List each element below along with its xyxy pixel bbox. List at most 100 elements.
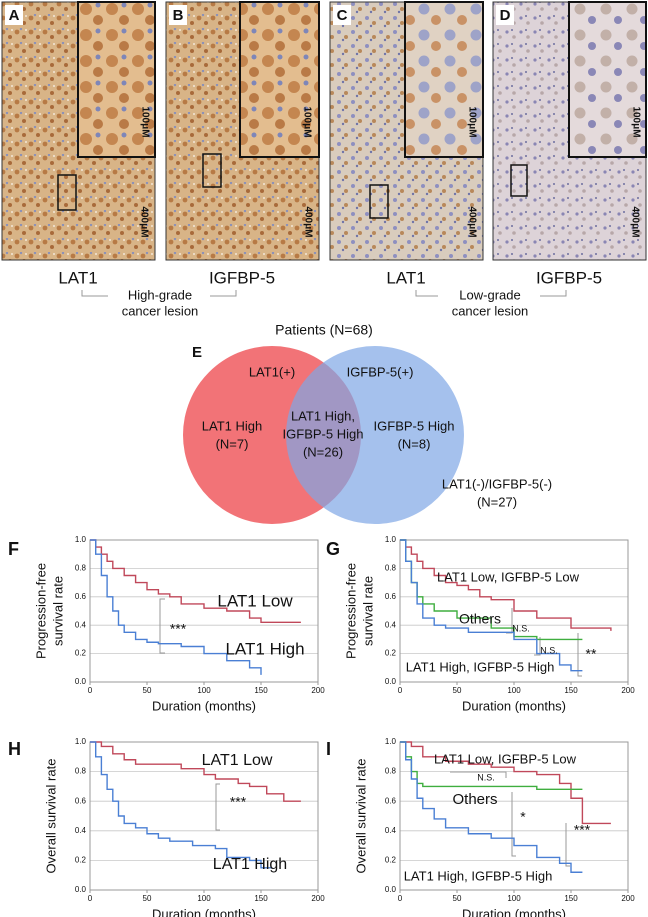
marker-label: IGFBP-5 (209, 268, 275, 287)
venn-text: LAT1 High, (291, 408, 355, 423)
scale-label: 400μM (466, 206, 477, 237)
venn-text: LAT1 High (202, 418, 262, 433)
y-axis-label: Progression-free (33, 563, 48, 659)
panel-letter: A (9, 7, 20, 24)
panel-letter: F (8, 539, 19, 559)
y-tick-label: 0.4 (385, 620, 397, 629)
marker-label: IGFBP-5 (536, 268, 602, 287)
group-bracket (415, 290, 567, 297)
x-tick-label: 200 (621, 894, 635, 903)
group-bracket (81, 290, 237, 297)
significance-bracket (534, 637, 541, 656)
series-label: Others (452, 791, 497, 808)
significance-label: N.S. (512, 623, 530, 633)
significance-label: *** (170, 621, 187, 637)
plot-frame (89, 539, 319, 683)
venn-text: (N=26) (303, 444, 343, 459)
venn-text: IGFBP-5 High (374, 418, 455, 433)
y-tick-label: 0.4 (75, 620, 87, 629)
y-tick-label: 0.8 (75, 564, 87, 573)
inset (404, 1, 484, 158)
letter-bg (333, 5, 351, 25)
y-axis-label: Progression-free (343, 563, 358, 659)
x-tick-label: 200 (621, 686, 635, 695)
venn-text: E (192, 344, 202, 361)
inset-region (369, 184, 389, 219)
y-tick-label: 0.0 (75, 677, 87, 686)
scale-label: 400μM (302, 206, 313, 237)
venn-text: (N=7) (216, 436, 249, 451)
series-label: LAT1 Low, IGFBP-5 Low (437, 569, 580, 584)
x-axis-label: Duration (months) (462, 698, 566, 713)
y-tick-label: 1.0 (75, 535, 87, 544)
significance-label: * (520, 809, 526, 825)
inset (568, 1, 647, 158)
y-tick-label: 0.0 (385, 677, 397, 686)
venn-text: LAT1(-)/IGFBP-5(-) (442, 476, 552, 491)
x-tick-label: 100 (507, 894, 521, 903)
letter-bg (5, 5, 23, 25)
significance-bracket (565, 823, 570, 867)
series-label: LAT1 High, IGFBP-5 High (406, 659, 555, 674)
plot-frame (399, 741, 629, 891)
x-tick-label: 50 (143, 894, 152, 903)
x-tick-label: 100 (197, 894, 211, 903)
group-label: cancer lesion (122, 303, 199, 318)
y-tick-label: 0.8 (385, 767, 397, 776)
y-axis-label: Overall survival rate (353, 759, 368, 874)
series-label: LAT1 Low (217, 591, 293, 610)
significance-bracket (506, 608, 513, 634)
panel-letter: D (500, 7, 511, 24)
survival-curve (400, 539, 612, 631)
survival-curve (90, 539, 301, 624)
significance-label: N.S. (540, 645, 558, 655)
venn-text: Patients (N=68) (275, 322, 373, 338)
y-tick-label: 0.8 (385, 564, 397, 573)
significance-label: N.S. (477, 772, 495, 782)
x-tick-label: 100 (507, 686, 521, 695)
x-tick-label: 0 (88, 894, 93, 903)
inset-region (202, 153, 222, 188)
survival-curve (400, 539, 583, 672)
letter-bg (169, 5, 187, 25)
x-tick-label: 200 (311, 686, 325, 695)
x-tick-label: 0 (398, 686, 403, 695)
panel-letter: I (326, 739, 331, 759)
venn-text: (N=27) (477, 494, 517, 509)
y-tick-label: 0.6 (75, 592, 87, 601)
scale-label: 100μM (630, 106, 641, 137)
y-tick-label: 0.2 (385, 856, 397, 865)
y-tick-label: 0.2 (75, 856, 87, 865)
survival-curve (90, 741, 301, 802)
significance-label: *** (574, 822, 591, 838)
scale-label: 400μM (629, 206, 640, 237)
y-tick-label: 0.4 (385, 826, 397, 835)
series-label: LAT1 Low (202, 752, 273, 769)
scale-label: 400μM (138, 206, 149, 237)
x-tick-label: 150 (564, 686, 578, 695)
scale-label: 100μM (301, 106, 312, 137)
y-tick-label: 0.4 (75, 826, 87, 835)
survival-curve (400, 741, 583, 791)
x-tick-label: 200 (311, 894, 325, 903)
significance-bracket (511, 792, 516, 857)
x-tick-label: 0 (398, 894, 403, 903)
x-tick-label: 50 (453, 686, 462, 695)
inset-region (510, 164, 528, 197)
x-tick-label: 50 (453, 894, 462, 903)
y-tick-label: 0.0 (75, 885, 87, 894)
x-axis-label: Duration (months) (462, 906, 566, 917)
x-tick-label: 150 (254, 894, 268, 903)
scale-label: 100μM (466, 106, 477, 137)
survival-curve (90, 741, 273, 869)
significance-bracket (577, 633, 582, 677)
inset-region (57, 174, 77, 211)
significance-bracket (215, 783, 220, 831)
significance-label: *** (230, 794, 247, 810)
series-label: LAT1 High (213, 856, 287, 873)
survival-curve (400, 741, 611, 825)
group-label: Low-grade (459, 287, 520, 302)
plot-frame (89, 741, 319, 891)
